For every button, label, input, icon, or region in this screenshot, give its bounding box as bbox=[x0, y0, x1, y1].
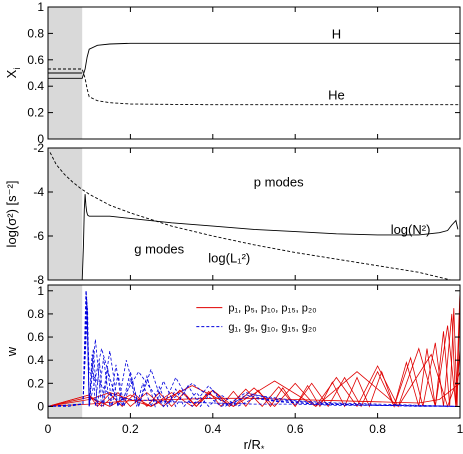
y-axis-label: w bbox=[4, 346, 19, 357]
series-line-0 bbox=[48, 42, 460, 79]
y-axis-label: Xi bbox=[4, 68, 22, 79]
core-shading bbox=[48, 148, 83, 280]
series-line-g5 bbox=[48, 290, 460, 408]
series-line-g20 bbox=[48, 308, 460, 408]
x-tick-label: 0.8 bbox=[369, 422, 386, 436]
y-tick-label: 0.4 bbox=[27, 353, 44, 367]
core-shading bbox=[48, 285, 83, 418]
y-tick-label: 0 bbox=[37, 399, 44, 413]
x-tick-label: 0.2 bbox=[122, 422, 139, 436]
legend-entry-label: p₁, p₅, p₁₀, p₁₅, p₂₀ bbox=[228, 303, 316, 315]
panel-frequency: -8 -6 -4 -2 log(σ²) [s⁻²] p modes g modes log(L… bbox=[4, 141, 461, 287]
x-tick-label: 0.6 bbox=[287, 422, 304, 436]
y-axis-label-main: X bbox=[4, 69, 19, 78]
x-tick-label: 0 bbox=[45, 422, 52, 436]
annotation-label: log(L₁²) bbox=[208, 250, 250, 265]
y-tick-label: 0 bbox=[37, 132, 44, 146]
series-line-g15 bbox=[48, 302, 460, 408]
annotation-label: p modes bbox=[254, 175, 304, 190]
y-tick-label: -2 bbox=[33, 141, 44, 155]
series-group bbox=[49, 152, 459, 280]
series-group bbox=[48, 290, 460, 408]
x-axis-label-main: r/R bbox=[244, 437, 261, 452]
series-group bbox=[48, 42, 460, 106]
y-tick-label: 0.8 bbox=[27, 26, 44, 40]
y-tick-label: -4 bbox=[33, 185, 44, 199]
annotation-label: H bbox=[332, 27, 341, 42]
panel-abundance: 0 0.2 0.4 0.6 0.8 1 Xi H He bbox=[4, 0, 461, 146]
series-line-p15 bbox=[48, 290, 460, 408]
annotation-label: He bbox=[328, 87, 345, 102]
plot-frame bbox=[47, 147, 461, 281]
y-tick-label: 0.6 bbox=[27, 330, 44, 344]
y-tick-label: 0.8 bbox=[27, 307, 44, 321]
y-axis-label-sub: i bbox=[12, 68, 22, 70]
x-tick-label: 0.4 bbox=[204, 422, 221, 436]
y-tick-label: 0.6 bbox=[27, 53, 44, 67]
x-axis-label-sub: * bbox=[261, 444, 265, 454]
legend-entry-label: g₁, g₅, g₁₀, g₁₅, g₂₀ bbox=[228, 322, 316, 334]
plot-frame bbox=[47, 284, 461, 419]
plot-frame bbox=[47, 6, 461, 140]
series-line-log(N²) bbox=[81, 194, 459, 280]
y-axis-label: log(σ²) [s⁻²] bbox=[4, 181, 19, 248]
annotation-label: g modes bbox=[134, 242, 184, 257]
x-tick-label: 1 bbox=[457, 422, 463, 436]
y-tick-label: 1 bbox=[37, 0, 44, 14]
y-tick-label: 0.2 bbox=[27, 106, 44, 120]
y-tick-label: -6 bbox=[33, 229, 44, 243]
series-line-2 bbox=[48, 68, 460, 106]
series-line-p5 bbox=[48, 353, 460, 408]
series-line-p20 bbox=[48, 290, 460, 408]
y-tick-label: 0.2 bbox=[27, 376, 44, 390]
y-tick-label: 1 bbox=[37, 284, 44, 298]
y-tick-label: 0.4 bbox=[27, 79, 44, 93]
annotation-label: log(N²) bbox=[391, 222, 431, 237]
y-tick-label: -8 bbox=[33, 273, 44, 287]
x-axis-label: r/R* bbox=[244, 437, 265, 454]
panel-weight-function: 0 0.2 0.4 0.6 0.8 1 0 0.2 0.4 0.6 0.8 1 w r/R* p₁, p₅,… bbox=[4, 284, 463, 454]
series-line-log(L₁²) bbox=[49, 152, 453, 280]
